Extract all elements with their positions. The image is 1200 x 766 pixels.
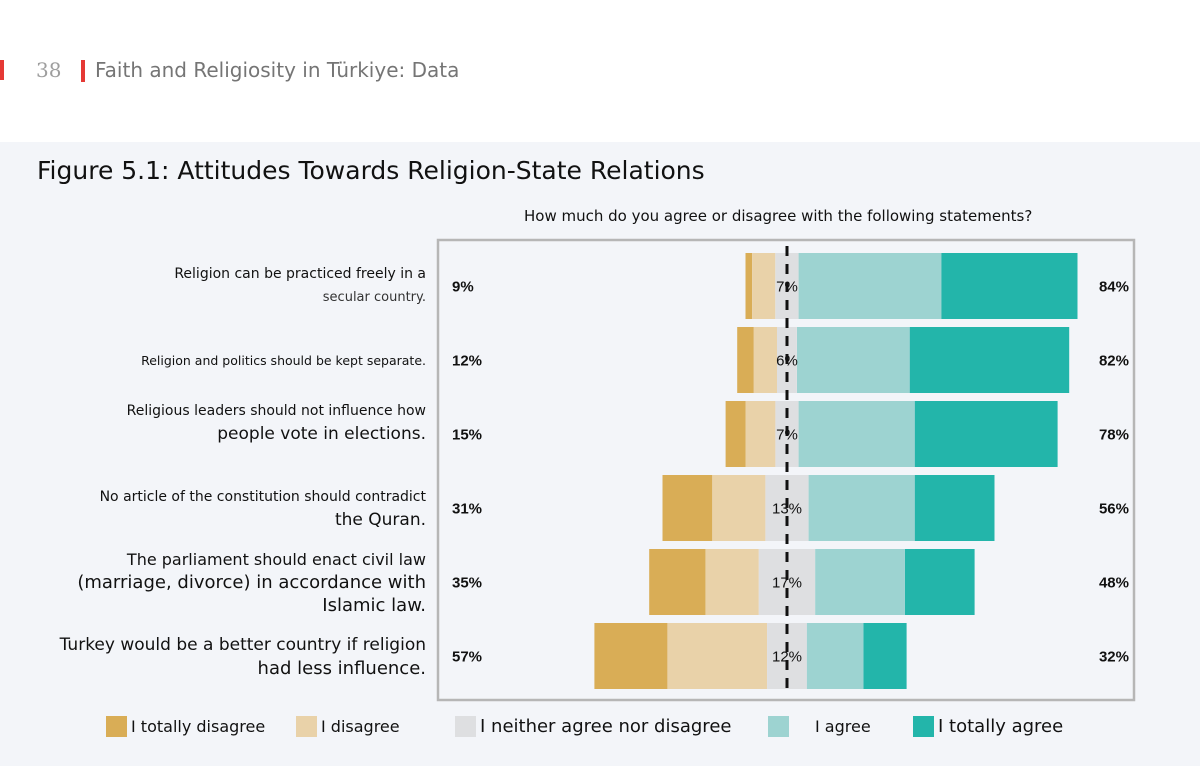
disagree-total-label-row-6: 57%: [452, 649, 482, 666]
bar-row-2-agree: [797, 327, 910, 393]
bar-row-5-totally-agree: [904, 549, 975, 615]
page-number: 38: [36, 58, 62, 82]
agree-total-label-row-4: 56%: [1099, 501, 1129, 518]
bar-row-5-disagree: [705, 549, 759, 615]
bar-row-5-agree: [815, 549, 905, 615]
legend-label-totally-disagree: I totally disagree: [131, 716, 266, 736]
row-label-5-line-1: The parliament should enact civil law: [126, 550, 426, 569]
bar-row-4-disagree: [712, 475, 766, 541]
legend-swatch-totally-agree: [913, 715, 934, 737]
row-label-1-line-1: Religion can be practiced freely in a: [174, 266, 426, 282]
bar-row-1-agree: [798, 253, 942, 319]
bar-row-3-agree: [798, 401, 915, 467]
neutral-data-label-row-6: 12%: [772, 649, 802, 666]
bar-row-6-disagree: [667, 623, 768, 689]
document-title: Faith and Religiosity in Türkiye: Data: [95, 58, 460, 82]
bar-row-3-disagree: [745, 401, 776, 467]
legend-item-agree: I agree: [768, 712, 871, 740]
row-label-2: Religion and politics should be kept sep…: [141, 349, 426, 372]
row-label-3-line-2: people vote in elections.: [217, 424, 426, 444]
legend-label-disagree: I disagree: [321, 716, 400, 736]
chart-subtitle: How much do you agree or disagree with t…: [524, 207, 1033, 225]
bar-row-6-agree: [806, 623, 864, 689]
disagree-total-label-row-5: 35%: [452, 575, 482, 592]
agree-total-label-row-1: 84%: [1099, 279, 1129, 296]
neutral-data-label-row-3: 7%: [776, 427, 798, 444]
bar-row-4-agree: [808, 475, 915, 541]
legend-item-totally-disagree: I totally disagree: [106, 712, 265, 740]
bar-row-4-totally-disagree: [662, 475, 713, 541]
row-label-1: Religion can be practiced freely in a se…: [174, 263, 426, 309]
legend-swatch-neutral: [455, 715, 476, 737]
disagree-total-label-row-4: 31%: [452, 501, 482, 518]
edge-accent-bar: [0, 60, 4, 80]
agree-total-label-row-5: 48%: [1099, 575, 1129, 592]
bar-row-4-totally-agree: [914, 475, 995, 541]
bar-row-3-totally-agree: [914, 401, 1058, 467]
row-label-5: The parliament should enact civil law (m…: [77, 548, 426, 617]
bar-row-5-totally-disagree: [649, 549, 706, 615]
bar-row-3-totally-disagree: [725, 401, 746, 467]
row-label-6-line-1: Turkey would be a better country if reli…: [59, 635, 426, 655]
row-label-3-line-1: Religious leaders should not influence h…: [126, 403, 426, 419]
legend-item-neutral: I neither agree nor disagree: [455, 712, 731, 740]
row-label-4: No article of the constitution should co…: [100, 486, 426, 532]
bar-row-6-totally-agree: [863, 623, 907, 689]
disagree-total-label-row-1: 9%: [452, 279, 474, 296]
legend-item-disagree: I disagree: [296, 712, 400, 740]
bar-row-1-totally-disagree: [745, 253, 753, 319]
row-label-5-line-3: Islamic law.: [322, 595, 426, 616]
row-label-2-line-1: Religion and politics should be kept sep…: [141, 353, 426, 368]
bar-row-2-totally-disagree: [737, 327, 754, 393]
legend-label-neutral: I neither agree nor disagree: [480, 715, 732, 737]
bar-row-2-totally-agree: [909, 327, 1070, 393]
legend-swatch-totally-disagree: [106, 715, 127, 737]
agree-total-label-row-3: 78%: [1099, 427, 1129, 444]
header-separator: [81, 60, 85, 82]
bar-row-1-totally-agree: [941, 253, 1078, 319]
row-label-1-line-2: secular country.: [322, 290, 426, 305]
neutral-data-label-row-2: 6%: [776, 353, 798, 370]
neutral-data-label-row-1: 7%: [776, 279, 798, 296]
bar-row-6-totally-disagree: [594, 623, 668, 689]
row-label-6-line-2: had less influence.: [257, 658, 426, 679]
legend-swatch-disagree: [296, 715, 317, 737]
bar-row-2-disagree: [753, 327, 777, 393]
row-label-3: Religious leaders should not influence h…: [127, 400, 426, 446]
page-header: 38 Faith and Religiosity in Türkiye: Dat…: [0, 0, 1200, 142]
row-label-4-line-1: No article of the constitution should co…: [99, 489, 426, 505]
row-label-5-line-2: (marriage, divorce) in accordance with: [77, 572, 426, 593]
legend-label-agree: I agree: [815, 716, 871, 736]
figure-title: Figure 5.1: Attitudes Towards Religion-S…: [37, 156, 705, 185]
neutral-data-label-row-4: 13%: [772, 501, 802, 518]
neutral-data-label-row-5: 17%: [772, 575, 802, 592]
disagree-total-label-row-3: 15%: [452, 427, 482, 444]
row-label-4-line-2: the Quran.: [334, 510, 426, 530]
legend-swatch-agree: [768, 715, 789, 737]
agree-total-label-row-6: 32%: [1099, 649, 1129, 666]
legend-item-totally-agree: I totally agree: [913, 712, 1063, 740]
legend-label-totally-agree: I totally agree: [938, 715, 1064, 737]
disagree-total-label-row-2: 12%: [452, 353, 482, 370]
bar-row-1-disagree: [752, 253, 776, 319]
agree-total-label-row-2: 82%: [1099, 353, 1129, 370]
row-label-6: Turkey would be a better country if reli…: [60, 634, 426, 680]
